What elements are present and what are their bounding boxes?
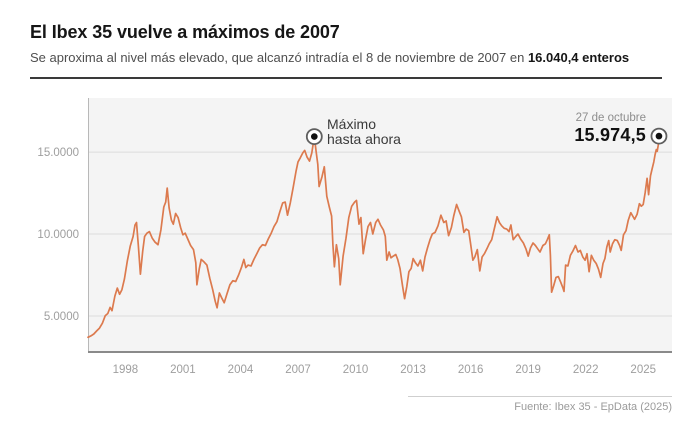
y-axis-tick-label: 5.0000 <box>44 311 79 323</box>
latest-annotation: 27 de octubre 15.974,5 <box>574 112 646 145</box>
subtitle-text: Se aproxima al nivel más elevado, que al… <box>30 50 525 65</box>
y-axis-tick-label: 15.0000 <box>37 147 79 159</box>
chart-header: El Ibex 35 vuelve a máximos de 2007 Se a… <box>30 21 662 66</box>
subtitle-highlight-value: 16.040,4 enteros <box>527 50 630 65</box>
page-title: El Ibex 35 vuelve a máximos de 2007 <box>30 22 340 42</box>
source-credit: Fuente: Ibex 35 - EpData (2025) <box>514 401 672 413</box>
latest-value-label: 15.974,5 <box>574 125 646 145</box>
max-annotation: Máximo hasta ahora <box>327 117 401 146</box>
x-axis-tick-label: 2016 <box>458 364 484 376</box>
chart-subtitle: Se aproxima al nivel más elevado, que al… <box>30 50 662 66</box>
header-divider <box>30 77 662 79</box>
y-axis-tick-label: 10.0000 <box>37 229 79 241</box>
x-axis-tick-label: 2025 <box>630 364 656 376</box>
ibex-series-line <box>87 135 660 339</box>
max-annotation-line2: hasta ahora <box>327 130 401 147</box>
x-axis-tick-label: 2019 <box>515 364 541 376</box>
x-axis-tick-label: 2001 <box>170 364 196 376</box>
max-point-marker-dot <box>311 133 318 140</box>
latest-date-label: 27 de octubre <box>575 112 646 124</box>
x-axis-tick-label: 1998 <box>113 364 139 376</box>
x-axis-tick-label: 2013 <box>400 364 426 376</box>
latest-point-marker-dot <box>655 132 663 140</box>
x-axis-tick-label: 2004 <box>228 364 254 376</box>
x-axis-tick-label: 2010 <box>343 364 369 376</box>
max-annotation-line1: Máximo <box>327 116 377 132</box>
source-divider <box>408 396 672 397</box>
x-axis-tick-label: 2007 <box>285 364 311 376</box>
x-axis-tick-label: 2022 <box>573 364 599 376</box>
